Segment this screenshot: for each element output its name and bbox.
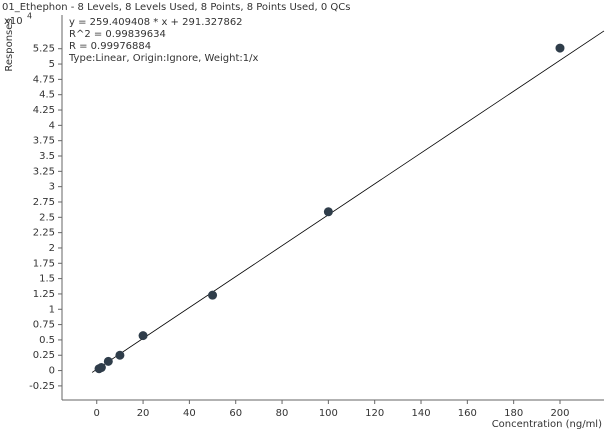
y-tick-label: 5.25 [33,44,55,55]
y-tick-label: 0.75 [33,320,55,331]
y-tick-label: 1.75 [33,258,55,269]
data-point [208,290,218,300]
x-tick-label: 20 [137,408,150,419]
y-multiplier: x10 [4,16,23,27]
y-tick-label: 1.5 [39,274,55,285]
y-tick-label: 2.75 [33,197,55,208]
y-tick-label: 0.25 [33,350,55,361]
annotation: y = 259.409408 * x + 291.327862 [69,17,243,28]
x-axis-label: Concentration (ng/ml) [492,419,602,430]
y-tick-label: 4 [49,120,55,131]
y-axis-label: Responses [4,18,15,71]
y-tick-label: 2 [49,243,55,254]
x-tick-label: 120 [365,408,384,419]
annotation: R^2 = 0.99839634 [69,29,166,40]
y-tick-label: 1 [49,304,55,315]
y-tick-label: 3.75 [33,136,55,147]
chart-title: 01_Ethephon - 8 Levels, 8 Levels Used, 8… [2,2,350,13]
data-point [115,350,125,360]
x-tick-label: 200 [550,408,569,419]
y-exponent: 4 [27,12,32,21]
fit-line [91,30,605,373]
y-tick-label: 2.25 [33,228,55,239]
x-tick-label: 40 [183,408,196,419]
x-tick-label: 180 [504,408,523,419]
y-tick-label: 5 [49,59,55,70]
y-tick-label: 4.25 [33,105,55,116]
y-tick-label: 4.75 [33,74,55,85]
data-point [96,363,106,373]
y-tick-label: 1.25 [33,289,55,300]
data-point [555,43,565,53]
y-tick-label: 0.5 [39,335,55,346]
x-tick-label: 0 [94,408,100,419]
data-point [103,356,113,366]
annotation: Type:Linear, Origin:Ignore, Weight:1/x [68,53,258,64]
data-point [323,207,333,217]
y-tick-label: 4.5 [39,90,55,101]
y-tick-label: -0.25 [29,381,55,392]
y-tick-label: 3.5 [39,151,55,162]
x-tick-label: 60 [229,408,242,419]
x-tick-label: 160 [458,408,477,419]
x-tick-label: 140 [411,408,430,419]
y-tick-label: 3 [49,182,55,193]
y-tick-label: 0 [49,366,55,377]
x-tick-label: 100 [319,408,338,419]
y-tick-label: 2.5 [39,212,55,223]
annotation: R = 0.99976884 [69,41,151,52]
x-tick-label: 80 [276,408,289,419]
data-point [138,331,148,341]
y-tick-label: 3.25 [33,166,55,177]
